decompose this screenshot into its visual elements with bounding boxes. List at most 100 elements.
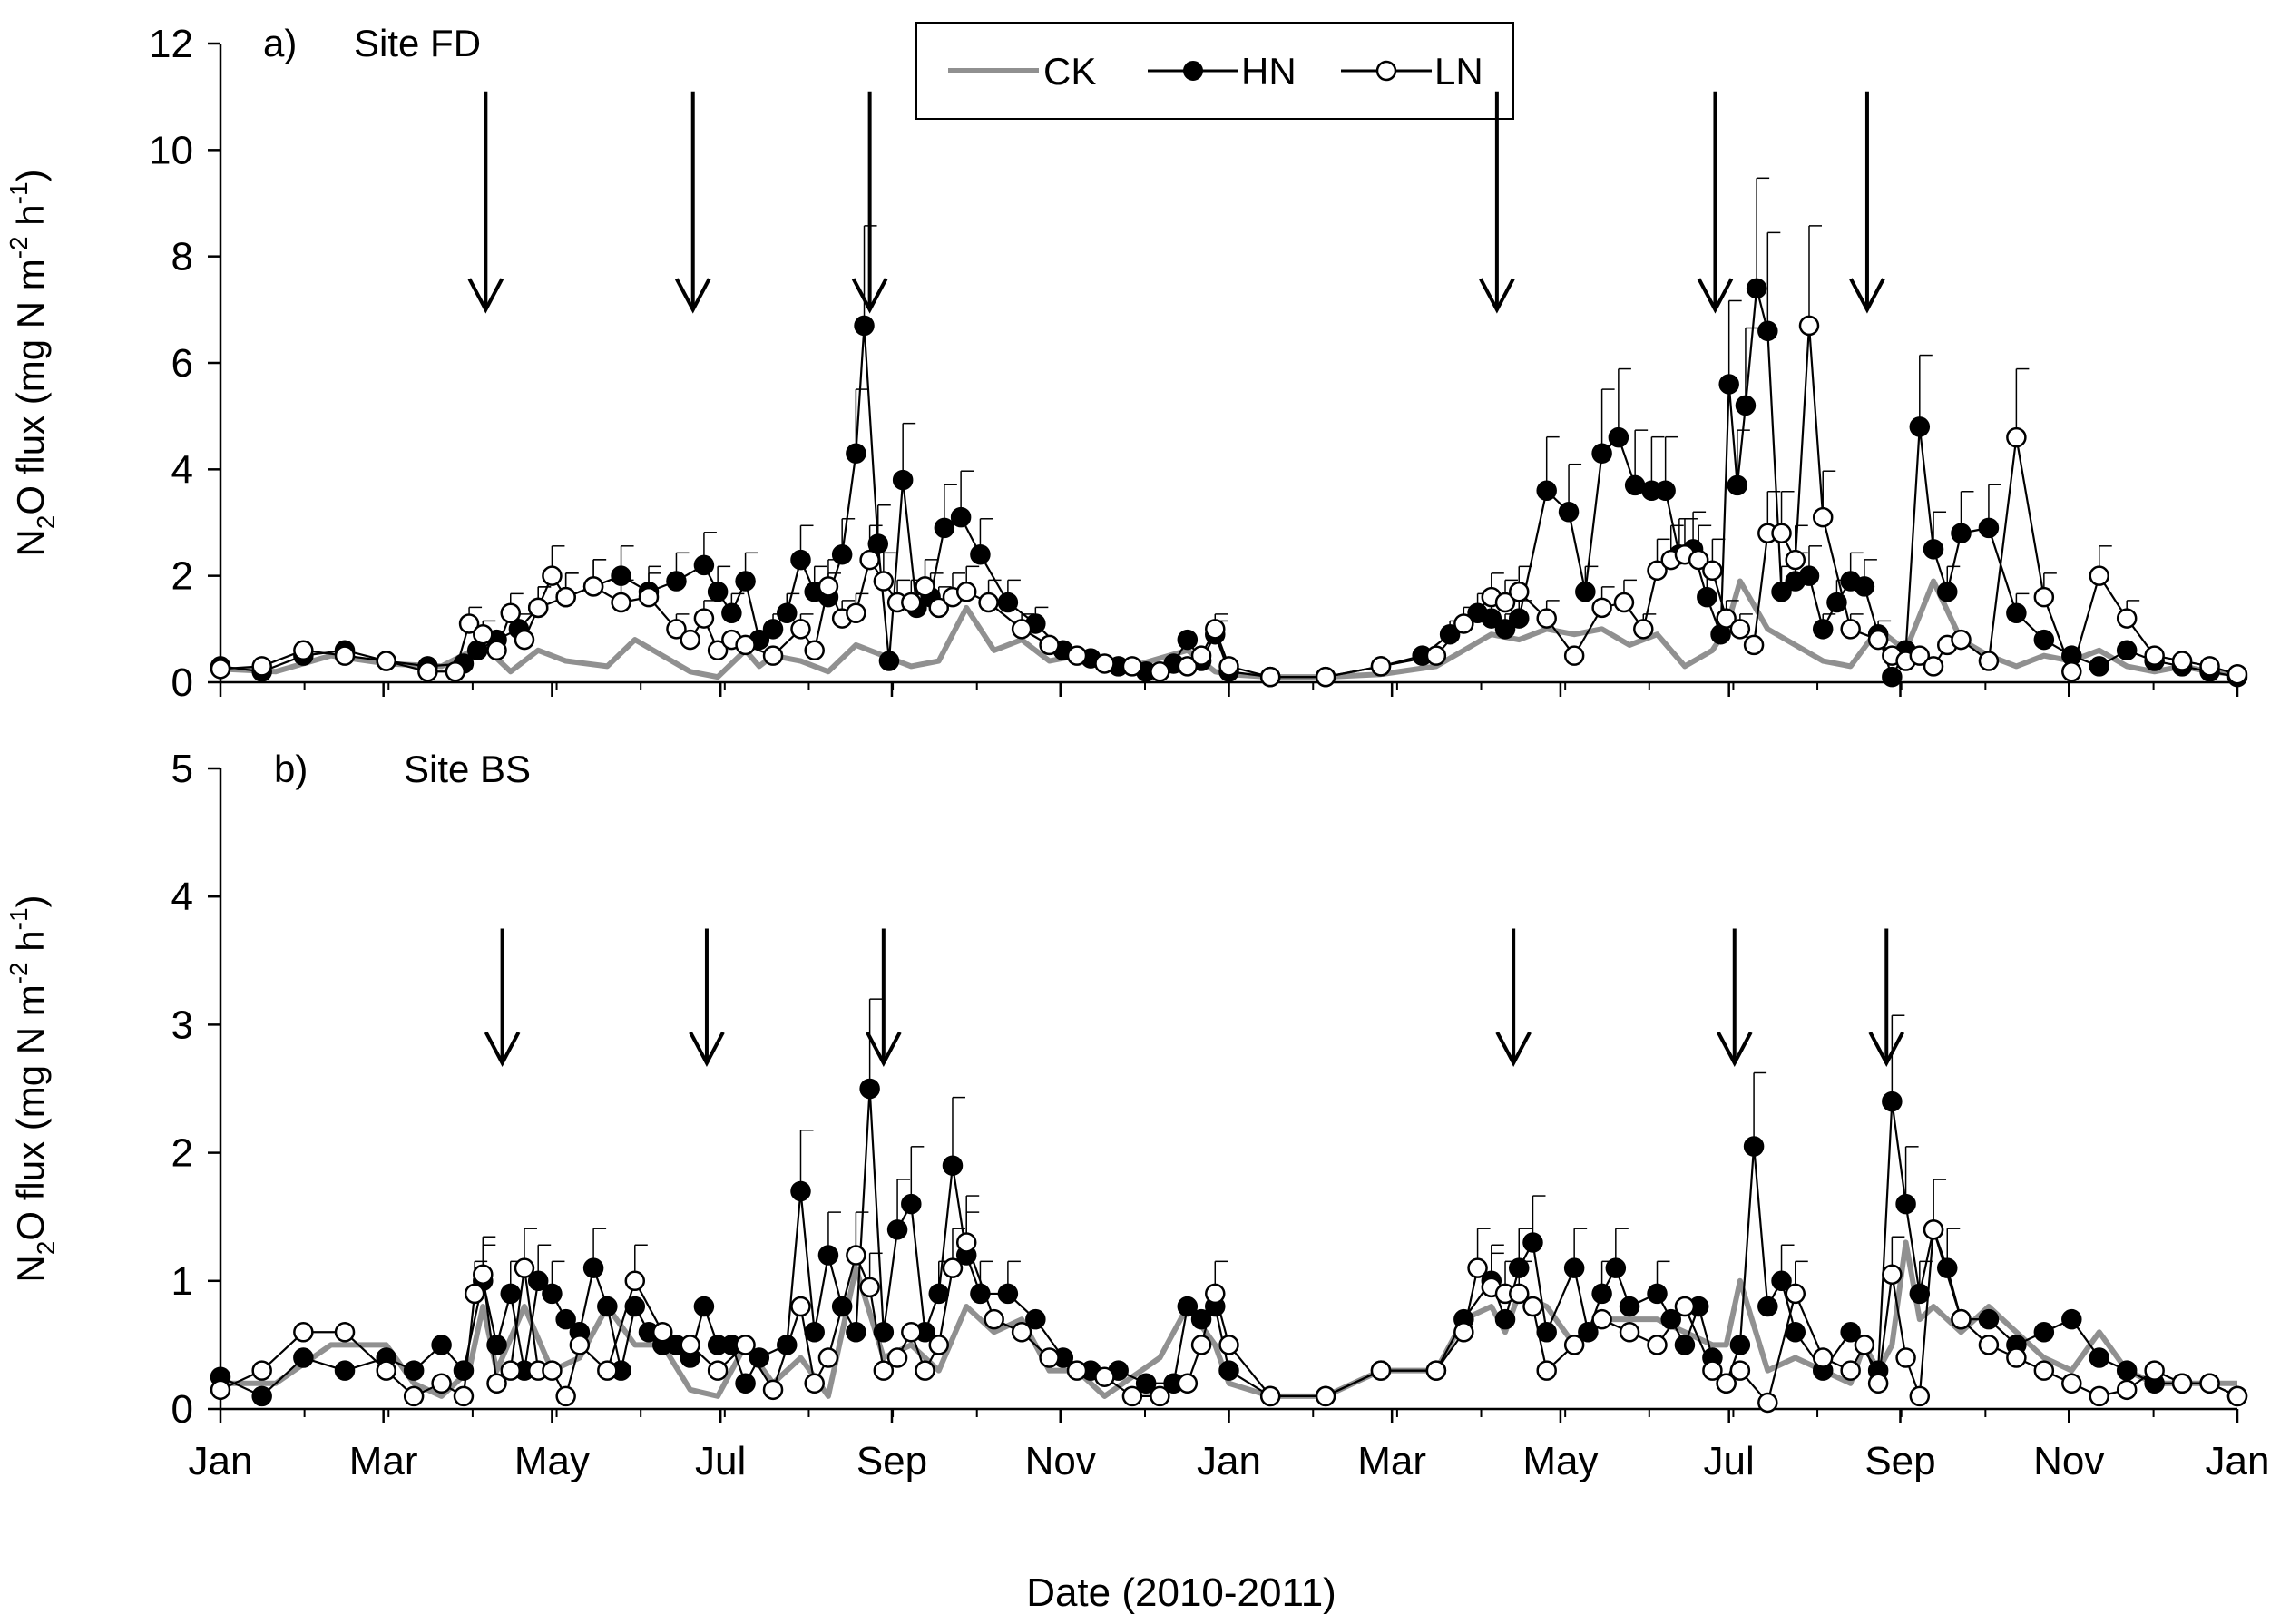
series-ln-point (928, 597, 950, 619)
series-hn-point (928, 1283, 950, 1305)
y-axis-title-part: h (9, 930, 52, 962)
series-ln-point (1259, 666, 1281, 688)
series-hn-point (1563, 1257, 1585, 1278)
series-ln-point (680, 629, 700, 651)
series-hn-point (1605, 1257, 1627, 1278)
series-hn-point (1591, 1283, 1612, 1305)
series-hn-point (1494, 1308, 1516, 1330)
series-hn-point (2033, 629, 2055, 651)
series-ln-point (804, 640, 825, 661)
series-hn-point (707, 582, 729, 602)
series-ln-point (569, 1335, 591, 1355)
series-ln-point (666, 619, 687, 640)
series-hn-point (873, 1322, 895, 1343)
y-tick-label: 8 (171, 235, 193, 279)
series-ln-point (1840, 619, 1861, 640)
series-ln-point (486, 640, 507, 661)
series-hn-point (2006, 602, 2027, 623)
y-tick-label: 3 (171, 1003, 193, 1047)
series-hn-point (1591, 443, 1612, 464)
application-arrow-head (689, 1031, 725, 1068)
series-ln-point (1729, 1360, 1751, 1381)
series-ln-point (886, 1347, 908, 1368)
series-ln-point (1951, 629, 1972, 651)
series-ln-point (2006, 426, 2027, 448)
y-axis-title: N2O flux (mg N m-2 h-1) (5, 169, 60, 556)
series-hn-point (817, 1245, 839, 1266)
series-ln-point (2061, 1373, 2082, 1394)
series-ln-point (790, 1296, 811, 1317)
y-tick-label: 5 (171, 747, 193, 791)
series-ln-point (1743, 634, 1765, 656)
application-arrow-head (866, 1031, 902, 1068)
series-ln-point (1039, 634, 1060, 656)
series-ln-point (2116, 1379, 2138, 1401)
series-hn-point (1025, 1308, 1046, 1330)
series-ln-point (2006, 1347, 2027, 1368)
x-tick-label: May (1522, 1439, 1598, 1483)
series-ln-point (1716, 608, 1737, 629)
series-hn-point (293, 1347, 314, 1368)
series-hn-point (1771, 1270, 1792, 1292)
series-hn-point (1882, 1091, 1903, 1112)
series-ln-point (1882, 1264, 1903, 1285)
series-ln-point (1190, 1335, 1212, 1355)
series-ln-point (458, 613, 480, 634)
series-hn-point (867, 533, 889, 554)
series-hn-point (762, 619, 784, 640)
series-hn-point (1190, 1308, 1212, 1330)
y-axis-title-part: -1 (5, 181, 33, 204)
series-hn-point (1757, 1296, 1778, 1317)
series-hn-point (997, 1283, 1019, 1305)
series-ln-point (873, 571, 895, 592)
y-axis-title-part: N (9, 1255, 52, 1282)
series-hn-point (1177, 629, 1199, 651)
series-ln-point (542, 565, 563, 586)
series-ln-point (1812, 506, 1834, 528)
y-tick-label: 1 (171, 1259, 193, 1304)
y-tick-label: 4 (171, 875, 193, 919)
application-arrow-head (1495, 1031, 1532, 1068)
series-hn-point (721, 602, 742, 623)
series-hn-point (1951, 523, 1972, 543)
series-hn-point (1729, 1335, 1751, 1355)
series-ln-point (1757, 1392, 1778, 1414)
application-arrow-head (1868, 1031, 1905, 1068)
series-ln-point (2033, 1360, 2055, 1381)
series-ln-point (978, 592, 999, 613)
x-tick-label: May (514, 1439, 590, 1483)
series-hn-point (453, 1360, 475, 1381)
series-hn-point (831, 543, 853, 565)
y-axis-title-part: 2 (32, 515, 60, 530)
series-ln-point (1895, 1347, 1916, 1368)
series-ln-point (1453, 613, 1474, 634)
series-ln-point (473, 623, 494, 645)
series-ln-point (403, 1385, 425, 1407)
y-axis-title-part: -2 (5, 962, 33, 984)
series-ln-point (624, 1270, 646, 1292)
series-hn-point (431, 1335, 452, 1355)
series-ln-point (2033, 586, 2055, 608)
series-hn-point (334, 1360, 356, 1381)
series-ln-point (735, 634, 756, 656)
series-hn-point (886, 1219, 908, 1240)
series-ln-point (1370, 1360, 1392, 1381)
series-ln-point (1150, 661, 1170, 682)
x-tick-label: Nov (2033, 1439, 2104, 1483)
series-ln-point (2171, 651, 2193, 671)
series-hn-point (735, 571, 756, 592)
series-ln-point (464, 1283, 485, 1305)
series-ln-point (790, 619, 811, 640)
series-hn-point (624, 1296, 646, 1317)
series-ln-point (1315, 1385, 1336, 1407)
application-arrow-head (1697, 278, 1734, 314)
series-ln-point (680, 1335, 700, 1355)
y-tick-label: 4 (171, 447, 193, 492)
series-ln-point (210, 1379, 231, 1401)
series-ln-point (2089, 565, 2109, 586)
panel-b-label: b) (274, 748, 308, 790)
series-hn-point (1608, 426, 1629, 448)
series-ln-point (1729, 619, 1751, 640)
series-ln-point (1094, 1366, 1115, 1387)
